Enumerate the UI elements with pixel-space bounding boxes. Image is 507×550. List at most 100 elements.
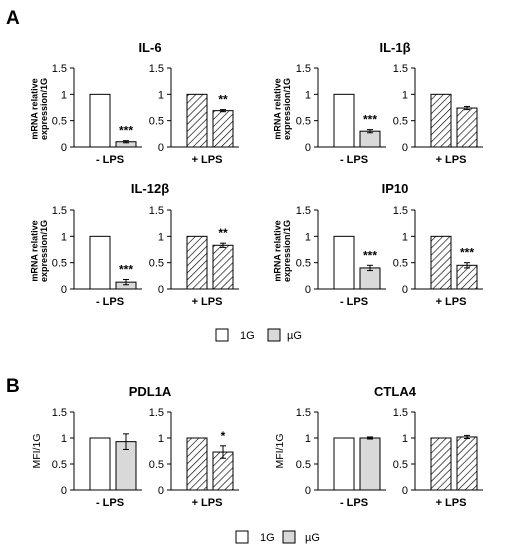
y-tick-label: 0 bbox=[402, 284, 408, 296]
y-axis-label: mRNA relativeexpression/1G bbox=[272, 220, 292, 282]
subplot-minus-lps: 0 0.5 1 1.5 *** - LPS bbox=[52, 63, 142, 166]
significance-marker: ** bbox=[218, 226, 228, 240]
legend-swatch-microg bbox=[267, 328, 281, 342]
chart-4: PDL1A MFI/1G 0 0.5 1 1.5 - LPS 0 0.5 1 1.5 * + LPS bbox=[31, 384, 239, 509]
y-tick-label: 1.5 bbox=[52, 205, 67, 217]
y-tick-label: 1 bbox=[158, 231, 164, 243]
y-tick-label: 0.5 bbox=[52, 258, 67, 270]
y-axis-label-line-2: expression/1G bbox=[39, 78, 49, 140]
y-tick-label: 0 bbox=[305, 142, 311, 154]
y-tick-label: 1 bbox=[158, 433, 164, 445]
bar-1g bbox=[89, 235, 111, 290]
y-tick-label: 0.5 bbox=[296, 459, 311, 471]
legend-swatch-microg-b bbox=[282, 530, 296, 544]
chart-3: IP10 mRNA relativeexpression/1G 0 0.5 1 1.5 **… bbox=[272, 181, 483, 308]
x-category-label: - LPS bbox=[96, 497, 124, 509]
bar-microg bbox=[456, 436, 478, 491]
y-axis-label-line-1: mRNA relative bbox=[272, 78, 282, 139]
y-tick-label: 1.5 bbox=[149, 63, 164, 75]
y-tick-label: 1.5 bbox=[149, 407, 164, 419]
subplot-plus-lps: 0 0.5 1 1.5 * + LPS bbox=[149, 407, 239, 509]
y-tick-label: 0.5 bbox=[52, 459, 67, 471]
y-tick-label: 1.5 bbox=[52, 63, 67, 75]
bar-1g bbox=[430, 437, 452, 491]
y-axis-label: mRNA relativeexpression/1G bbox=[272, 78, 292, 140]
y-tick-label: 0 bbox=[305, 485, 311, 497]
significance-marker: * bbox=[221, 429, 226, 443]
x-category-label: + LPS bbox=[192, 497, 223, 509]
y-tick-label: 1.5 bbox=[149, 205, 164, 217]
bar-microg bbox=[212, 244, 234, 290]
subplot-minus-lps: 0 0.5 1 1.5 - LPS bbox=[52, 407, 142, 509]
chart-title: IP10 bbox=[382, 181, 409, 196]
y-tick-label: 0.5 bbox=[52, 116, 67, 128]
y-tick-label: 1 bbox=[402, 231, 408, 243]
y-axis-label-line-1: mRNA relative bbox=[29, 220, 39, 281]
x-category-label: + LPS bbox=[436, 497, 467, 509]
y-tick-label: 0 bbox=[402, 485, 408, 497]
x-category-label: + LPS bbox=[436, 154, 467, 166]
y-tick-label: 1 bbox=[402, 89, 408, 101]
bar-microg bbox=[359, 437, 381, 491]
panel-letter-b: B bbox=[6, 376, 20, 397]
bar-1g bbox=[186, 93, 208, 148]
x-category-label: + LPS bbox=[192, 296, 223, 308]
subplot-minus-lps: 0 0.5 1 1.5 - LPS bbox=[296, 407, 386, 509]
y-tick-label: 0 bbox=[61, 142, 67, 154]
y-axis-label-line-2: expression/1G bbox=[282, 78, 292, 140]
subplot-minus-lps: 0 0.5 1 1.5 *** - LPS bbox=[52, 205, 142, 308]
bar-1g bbox=[333, 235, 355, 290]
legend-a: 1G µG bbox=[215, 328, 302, 342]
chart-title: CTLA4 bbox=[374, 384, 417, 399]
y-tick-label: 0.5 bbox=[296, 258, 311, 270]
subplot-plus-lps: 0 0.5 1 1.5 ** + LPS bbox=[149, 63, 239, 166]
significance-marker: ** bbox=[218, 93, 228, 107]
panel-letter-a: A bbox=[6, 8, 20, 29]
chart-title: IL-6 bbox=[138, 40, 161, 55]
y-tick-label: 1.5 bbox=[393, 407, 408, 419]
y-tick-label: 1.5 bbox=[296, 407, 311, 419]
subplot-plus-lps: 0 0.5 1 1.5 *** + LPS bbox=[393, 205, 483, 308]
y-tick-label: 1.5 bbox=[393, 205, 408, 217]
y-tick-label: 1 bbox=[61, 89, 67, 101]
y-tick-label: 0.5 bbox=[296, 116, 311, 128]
bar-1g bbox=[186, 235, 208, 290]
y-tick-label: 1.5 bbox=[52, 407, 67, 419]
y-axis-label: mRNA relativeexpression/1G bbox=[29, 220, 49, 282]
chart-2: IL-12β mRNA relativeexpression/1G 0 0.5 1 1.5… bbox=[29, 181, 239, 308]
x-category-label: + LPS bbox=[436, 296, 467, 308]
y-tick-label: 0.5 bbox=[149, 116, 164, 128]
subplot-plus-lps: 0 0.5 1 1.5 + LPS bbox=[393, 407, 483, 509]
y-tick-label: 0 bbox=[61, 485, 67, 497]
legend-label-microg-b: µG bbox=[305, 532, 320, 544]
significance-marker: *** bbox=[460, 246, 474, 260]
significance-marker: *** bbox=[119, 124, 133, 138]
y-axis-label: MFI/1G bbox=[31, 433, 43, 468]
bar-1g bbox=[89, 93, 111, 148]
legend-label-1g-b: 1G bbox=[260, 532, 275, 544]
bar-microg bbox=[212, 110, 234, 148]
x-category-label: - LPS bbox=[340, 154, 368, 166]
chart-title: IL-12β bbox=[131, 181, 169, 196]
significance-marker: *** bbox=[119, 263, 133, 277]
x-category-label: + LPS bbox=[192, 154, 223, 166]
y-tick-label: 0.5 bbox=[393, 116, 408, 128]
y-tick-label: 0.5 bbox=[393, 258, 408, 270]
chart-5: CTLA4 MFI/1G 0 0.5 1 1.5 - LPS 0 0.5 1 1.5 + LPS bbox=[274, 384, 483, 509]
x-category-label: - LPS bbox=[340, 497, 368, 509]
bar-1g bbox=[89, 437, 111, 491]
x-category-label: - LPS bbox=[340, 296, 368, 308]
y-tick-label: 1.5 bbox=[296, 63, 311, 75]
y-tick-label: 0 bbox=[305, 284, 311, 296]
x-category-label: - LPS bbox=[96, 296, 124, 308]
subplot-plus-lps: 0 0.5 1 1.5 + LPS bbox=[393, 63, 483, 166]
bar-1g bbox=[430, 235, 452, 290]
subplot-minus-lps: 0 0.5 1 1.5 *** - LPS bbox=[296, 63, 386, 166]
y-tick-label: 1 bbox=[402, 433, 408, 445]
bar-1g bbox=[430, 93, 452, 148]
chart-title: PDL1A bbox=[129, 384, 172, 399]
y-tick-label: 0 bbox=[158, 142, 164, 154]
bar-1g bbox=[186, 437, 208, 491]
